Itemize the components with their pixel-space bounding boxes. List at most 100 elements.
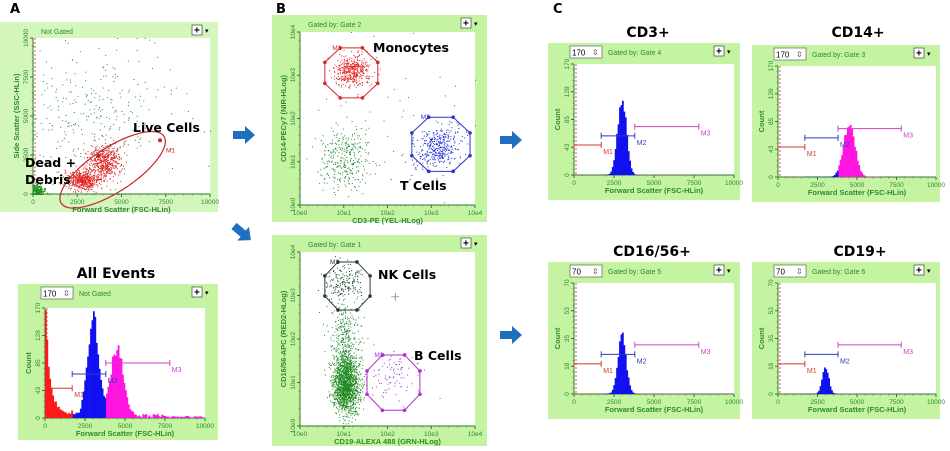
- data-point: [350, 32, 352, 33]
- data-point: [358, 270, 360, 272]
- data-point: [98, 47, 100, 49]
- data-point: [91, 152, 93, 154]
- data-point: [106, 168, 108, 170]
- data-point: [115, 161, 117, 163]
- data-point: [337, 385, 339, 387]
- data-point: [40, 187, 42, 189]
- data-point: [339, 395, 341, 397]
- data-point: [343, 396, 345, 398]
- histogram-bar: [125, 390, 127, 418]
- data-point: [432, 146, 434, 148]
- data-point: [375, 163, 377, 165]
- gate-m1[interactable]: M1: [49, 118, 176, 222]
- marker-m2[interactable]: M2: [71, 371, 118, 385]
- data-point: [103, 172, 105, 174]
- data-point: [365, 152, 367, 154]
- data-point: [78, 176, 80, 178]
- data-point: [37, 187, 39, 189]
- data-point: [339, 376, 341, 378]
- data-point: [44, 188, 46, 190]
- data-point: [342, 401, 344, 403]
- data-point: [36, 184, 38, 186]
- data-point: [111, 151, 113, 153]
- data-point: [136, 147, 138, 149]
- data-point: [33, 187, 34, 189]
- data-point: [359, 151, 361, 153]
- data-point: [437, 155, 439, 157]
- data-point: [33, 134, 34, 136]
- data-point: [84, 180, 86, 182]
- data-point: [330, 151, 332, 153]
- data-point: [105, 155, 107, 157]
- data-point: [83, 176, 85, 178]
- data-point: [346, 345, 348, 347]
- histogram-bar: [183, 416, 185, 418]
- data-point: [352, 377, 354, 379]
- data-point: [134, 139, 136, 141]
- data-point: [348, 180, 350, 182]
- data-point: [337, 359, 339, 361]
- data-point: [346, 371, 348, 373]
- data-point: [338, 389, 340, 391]
- data-point: [333, 384, 335, 386]
- data-point: [48, 129, 50, 131]
- data-point: [348, 378, 350, 380]
- data-point: [116, 150, 118, 152]
- data-point: [360, 390, 362, 392]
- data-point: [355, 64, 357, 66]
- data-point: [89, 172, 91, 174]
- data-point: [339, 257, 341, 259]
- data-point: [136, 115, 138, 117]
- data-point: [40, 184, 42, 186]
- data-point: [111, 170, 113, 172]
- data-point: [104, 157, 106, 159]
- data-point: [433, 153, 435, 155]
- data-point: [344, 358, 346, 360]
- data-point: [101, 155, 103, 157]
- gate-m2[interactable]: M2: [410, 114, 472, 174]
- data-point: [351, 357, 353, 359]
- marker-m3[interactable]: M3: [105, 360, 182, 374]
- data-point: [436, 138, 438, 140]
- data-point: [57, 171, 59, 173]
- data-point: [88, 189, 90, 191]
- data-point: [337, 281, 339, 283]
- data-point: [118, 156, 120, 158]
- data-point: [348, 196, 350, 198]
- data-point: [365, 129, 367, 131]
- data-point: [346, 389, 348, 391]
- data-point: [74, 180, 76, 182]
- data-point: [356, 270, 358, 272]
- add-menu-button[interactable]: + ▾: [460, 237, 478, 250]
- count-scale-input[interactable]: 170 ⇳: [40, 286, 74, 300]
- data-point: [349, 371, 351, 373]
- data-point: [97, 157, 99, 159]
- data-point: [38, 189, 40, 191]
- data-point: [342, 365, 344, 367]
- data-point: [346, 388, 348, 390]
- add-menu-button[interactable]: + ▾: [191, 24, 209, 37]
- data-point: [104, 154, 106, 156]
- data-point: [175, 87, 177, 89]
- data-point: [348, 373, 350, 375]
- data-point: [85, 173, 87, 175]
- add-menu-button[interactable]: + ▾: [191, 286, 209, 299]
- data-point: [105, 162, 107, 164]
- data-point: [438, 153, 440, 155]
- data-point: [339, 380, 341, 382]
- data-point: [446, 129, 448, 131]
- data-point: [331, 155, 333, 157]
- data-point: [340, 293, 342, 295]
- data-point: [352, 403, 354, 405]
- data-point: [343, 385, 345, 387]
- add-menu-button[interactable]: + ▾: [460, 17, 478, 30]
- gate-m1[interactable]: M1: [323, 45, 380, 100]
- data-point: [331, 364, 333, 366]
- data-point: [449, 161, 451, 163]
- data-point: [441, 157, 443, 159]
- marker-m1[interactable]: M1: [44, 385, 84, 399]
- data-point: [101, 152, 103, 154]
- data-point: [344, 370, 346, 372]
- data-point: [342, 405, 344, 407]
- data-point: [350, 359, 352, 361]
